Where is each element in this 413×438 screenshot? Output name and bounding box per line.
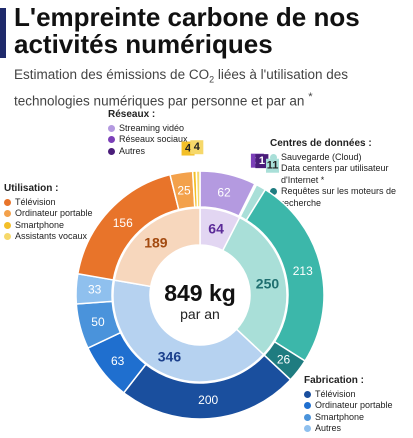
legend-item: Requêtes sur les moteurs de recherche [270, 186, 400, 209]
legend-item: Autres [304, 423, 412, 435]
outer-value-tag-box [255, 154, 269, 169]
legend-item: Ordinateur portable [4, 208, 114, 220]
legend-swatch [108, 147, 115, 155]
legend-swatch [108, 136, 115, 143]
legend-item: Télévision [304, 389, 412, 401]
legend-label: Smartphone [15, 219, 65, 230]
subtitle-subscript: 2 [209, 74, 215, 85]
legend-label: Streaming vidéo [119, 122, 185, 133]
outer-value-tag: 4 [194, 141, 201, 153]
legend-label: Réseaux sociaux [119, 134, 188, 144]
legend-label: Smartphone [315, 411, 365, 422]
inner-value-label: 346 [158, 348, 182, 364]
legend-item: Assistants vocaux [4, 231, 114, 243]
value-labels: 64621125011213263462006350331891562544 [88, 140, 313, 407]
subtitle-text-start: Estimation des émissions de CO [14, 67, 210, 82]
legend-label: Requêtes sur les moteurs de recherche [281, 186, 397, 208]
legend-utilisation-heading: Utilisation : [4, 183, 59, 194]
outer-value-label: 25 [177, 184, 191, 198]
legend-item: Smartphone [4, 220, 114, 232]
outer-value-tag-box [266, 158, 280, 173]
center-hole [150, 245, 250, 345]
legend-reseaux: Réseaux : Streaming vidéo Réseaux sociau… [108, 109, 228, 157]
chart-title: L'empreinte carbone de nos activités num… [14, 2, 360, 59]
legend-fabrication-heading: Fabrication : [304, 375, 365, 386]
outer-value-tag: 1 [259, 155, 265, 167]
legend-swatch [304, 390, 311, 398]
outer-segment [195, 170, 201, 208]
legend-swatch [304, 413, 311, 421]
outer-value-label: 213 [293, 264, 313, 278]
legend-centres-heading: Centres de données : [270, 138, 372, 149]
legend-reseaux-heading: Réseaux : [108, 109, 156, 120]
inner-value-label: 189 [144, 235, 168, 251]
legend-fabrication: Fabrication : Télévision Ordinateur port… [304, 375, 412, 435]
outer-value-label: 156 [113, 216, 133, 230]
legend-swatch [4, 210, 11, 217]
legend-item: Autres [108, 146, 228, 158]
outer-value-label: 26 [277, 352, 291, 366]
inner-value-label: 64 [208, 220, 224, 236]
subtitle-text-end: liées à l'utilisation des technologies n… [14, 67, 348, 109]
legend-item: Télévision [4, 197, 114, 209]
legend-swatch [304, 402, 311, 409]
outer-value-label: 63 [111, 354, 125, 368]
center-total-value: 849 kg [164, 280, 236, 306]
outer-value-label: 33 [88, 283, 102, 297]
title-accent-bar [0, 8, 6, 58]
legend-swatch [108, 124, 115, 132]
legend-swatch [4, 198, 11, 206]
outer-value-label: 50 [91, 315, 105, 329]
inner-ring [112, 207, 288, 383]
outer-value-label: 62 [217, 185, 231, 199]
legend-swatch [270, 153, 277, 161]
legend-item: Streaming vidéo [108, 123, 228, 135]
legend-label: Assistants vocaux [15, 231, 88, 241]
inner-value-label: 250 [256, 275, 280, 291]
legend-label: Sauvegarde (Cloud) [281, 151, 362, 162]
outer-value-tag: 4 [185, 143, 192, 155]
legend-label: Télévision [15, 196, 56, 207]
legend-label: Autres [315, 423, 342, 433]
legend-swatch [4, 221, 11, 229]
legend-item: Smartphone [304, 412, 412, 424]
legend-item: Sauvegarde (Cloud) [270, 152, 400, 164]
legend-item: Réseaux sociaux [108, 134, 228, 146]
outer-ring [75, 170, 325, 420]
outer-value-tag: 11 [267, 160, 279, 172]
legend-utilisation: Utilisation : Télévision Ordinateur port… [4, 183, 114, 243]
center-total-unit: par an [180, 306, 220, 322]
legend-swatch [304, 425, 311, 432]
legend-item: Ordinateur portable [304, 400, 412, 412]
legend-label: Télévision [315, 388, 356, 399]
legend-label: Data centers par utilisateur d'Internet … [281, 163, 389, 185]
chart-subtitle: Estimation des émissions de CO2 liées à … [14, 66, 409, 109]
legend-label: Ordinateur portable [315, 400, 393, 410]
legend-swatch [270, 188, 277, 195]
legend-swatch [4, 233, 11, 240]
subtitle-footnote-mark: * [308, 90, 313, 103]
legend-label: Ordinateur portable [15, 208, 93, 218]
outer-value-label: 200 [198, 393, 218, 407]
legend-label: Autres [119, 145, 146, 156]
outer-value-tag-box [190, 140, 204, 155]
